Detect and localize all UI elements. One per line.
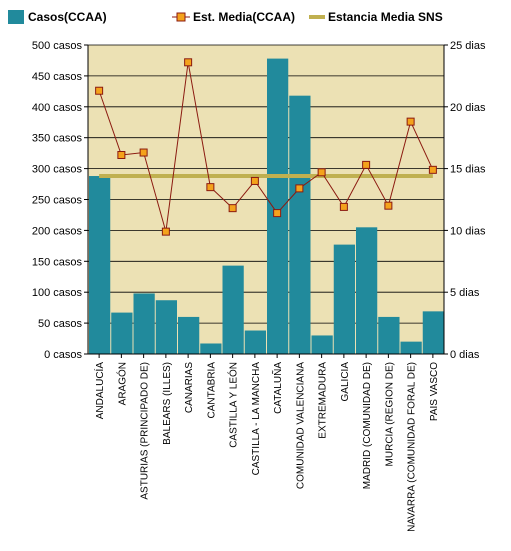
legend-label-est-media: Est. Media(CCAA) <box>193 10 295 24</box>
left-tick-label: 50 casos <box>38 318 83 330</box>
est-media-point-7 <box>250 176 259 185</box>
left-tick-label: 300 casos <box>32 164 83 176</box>
est-media-point-1 <box>117 151 126 160</box>
est-media-point-2 <box>139 148 148 157</box>
est-media-point-15 <box>428 165 437 174</box>
est-media-point-12 <box>362 160 371 169</box>
category-label: GALICIA <box>340 362 351 402</box>
bar-6 <box>222 265 244 354</box>
left-axis-ticks: 0 casos 50 casos 100 casos 150 casos 200 cas… <box>32 40 88 361</box>
category-label: CASTILLA - LA MANCHA <box>251 362 262 476</box>
bar-11 <box>333 244 355 354</box>
bar-8 <box>267 58 289 354</box>
left-tick-label: 100 casos <box>32 287 83 299</box>
category-label: MURCIA (REGION DE) <box>384 362 395 466</box>
bar-series-casos <box>89 58 444 355</box>
left-tick-label: 200 casos <box>32 225 83 237</box>
bar-3 <box>155 300 177 354</box>
category-label: ASTURIAS (PRINCIPADO DE) <box>140 362 151 500</box>
legend-swatch-casos <box>8 10 24 24</box>
bar-15 <box>422 311 444 354</box>
est-media-point-0 <box>95 86 104 95</box>
est-media-point-8 <box>273 209 282 218</box>
legend-label-casos: Casos(CCAA) <box>28 10 107 24</box>
left-tick-label: 150 casos <box>32 256 83 268</box>
category-label: CANTABRIA <box>206 362 217 419</box>
left-tick-label: 350 casos <box>32 133 83 145</box>
bar-13 <box>378 316 400 354</box>
category-label: PAIS VASCO <box>429 362 440 421</box>
category-label: COMUNIDAD VALENCIANA <box>295 362 306 489</box>
category-label: NAVARRA (COMUNIDAD FORAL DE) <box>407 362 418 532</box>
line-series-est-media <box>95 58 437 236</box>
right-tick-label: 20 dias <box>450 102 486 114</box>
est-media-point-11 <box>339 202 348 211</box>
est-media-point-3 <box>161 227 170 236</box>
est-media-point-6 <box>228 204 237 213</box>
category-label: MADRID (COMUNIDAD DE) <box>362 362 373 489</box>
bar-9 <box>289 95 311 355</box>
bar-5 <box>200 343 222 354</box>
est-media-point-10 <box>317 168 326 177</box>
est-media-point-5 <box>206 183 215 192</box>
bar-1 <box>111 312 133 354</box>
bar-4 <box>178 316 200 354</box>
left-tick-label: 500 casos <box>32 40 83 52</box>
est-media-point-14 <box>406 117 415 126</box>
category-axis-labels: ANDALUCÍA ARAGÓN ASTURIAS (PRINCIPADO DE) B… <box>93 354 440 532</box>
category-label: CANARIAS <box>184 362 195 413</box>
legend-marker-est-media <box>176 12 186 22</box>
legend: Casos(CCAA) Est. Media(CCAA) Estancia Me… <box>8 10 443 24</box>
category-label: ANDALUCÍA <box>93 362 106 420</box>
right-tick-label: 10 dias <box>450 225 486 237</box>
left-tick-label: 400 casos <box>32 102 83 114</box>
category-label: EXTREMADURA <box>318 362 329 439</box>
est-media-point-9 <box>295 184 304 193</box>
legend-label-estancia-sns: Estancia Media SNS <box>328 10 443 24</box>
bar-0 <box>89 176 111 354</box>
right-tick-label: 15 dias <box>450 164 486 176</box>
bar-7 <box>244 330 266 354</box>
category-label: CATALUÑA <box>271 362 284 414</box>
category-label: CASTILLA Y LEÓN <box>227 362 240 448</box>
est-media-point-13 <box>384 201 393 210</box>
category-label: BALEARS (ILLES) <box>162 362 173 445</box>
right-tick-label: 0 dias <box>450 349 480 361</box>
right-axis-ticks: 0 dias 5 dias 10 dias 15 dias 20 dias 25 dias <box>444 40 486 361</box>
left-tick-label: 450 casos <box>32 71 83 83</box>
bar-10 <box>311 335 333 354</box>
category-label: ARAGÓN <box>115 362 128 405</box>
right-tick-label: 5 dias <box>450 287 480 299</box>
est-media-line <box>98 62 434 232</box>
bar-14 <box>400 341 422 354</box>
right-tick-label: 25 dias <box>450 40 486 52</box>
bar-2 <box>133 293 155 354</box>
left-tick-label: 250 casos <box>32 195 83 207</box>
left-tick-label: 0 casos <box>44 349 82 361</box>
bar-12 <box>356 227 378 354</box>
est-media-point-4 <box>184 58 193 67</box>
